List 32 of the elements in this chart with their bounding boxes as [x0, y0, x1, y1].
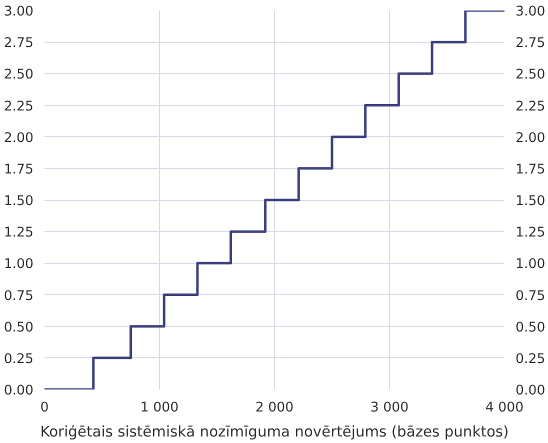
- y-tick-label: 2.75: [4, 36, 34, 52]
- y2-tick-label: 1.00: [516, 257, 546, 272]
- y-tick-label: 0.75: [4, 288, 34, 304]
- y2-tick-label: 2.00: [516, 130, 546, 146]
- y2-tick-label: 2.25: [516, 99, 546, 114]
- y-tick-label: 2.50: [4, 68, 34, 83]
- y-tick-label: 3.00: [4, 4, 34, 20]
- y2-tick-label: 2.50: [516, 68, 546, 83]
- y2-tick-label: 0.00: [516, 384, 546, 398]
- y-tick-label: 1.50: [4, 194, 34, 209]
- y-tick-label: 2.25: [4, 99, 34, 114]
- y2-tick-label: 0.50: [516, 320, 546, 336]
- x-tick-label: 1 000: [140, 400, 179, 416]
- y2-tick-label: 1.75: [516, 162, 546, 178]
- y-tick-label: 0.00: [4, 384, 34, 398]
- y-tick-label: 1.25: [4, 226, 34, 241]
- y-tick-label: 2.00: [4, 130, 34, 146]
- y2-tick-label: 3.00: [516, 4, 546, 20]
- y2-tick-label: 0.75: [516, 288, 546, 304]
- y2-tick-label: 1.50: [516, 194, 546, 209]
- x-tick-label: 0: [40, 400, 49, 416]
- y2-tick-label: 2.75: [516, 36, 546, 52]
- y2-tick-label: 0.25: [516, 352, 546, 367]
- y-tick-label: 0.25: [4, 352, 34, 367]
- y-tick-label: 1.75: [4, 162, 34, 178]
- x-tick-label: 4 000: [485, 400, 524, 416]
- y2-tick-label: 1.25: [516, 226, 546, 241]
- y-tick-label: 1.00: [4, 257, 34, 272]
- x-tick-label: 2 000: [255, 400, 294, 416]
- x-tick-label: 3 000: [370, 400, 409, 416]
- y-tick-label: 0.50: [4, 320, 34, 336]
- x-axis-title: Koriģētais sistēmiskā nozīmīguma novērtējums (bāzes punktos): [40, 424, 509, 440]
